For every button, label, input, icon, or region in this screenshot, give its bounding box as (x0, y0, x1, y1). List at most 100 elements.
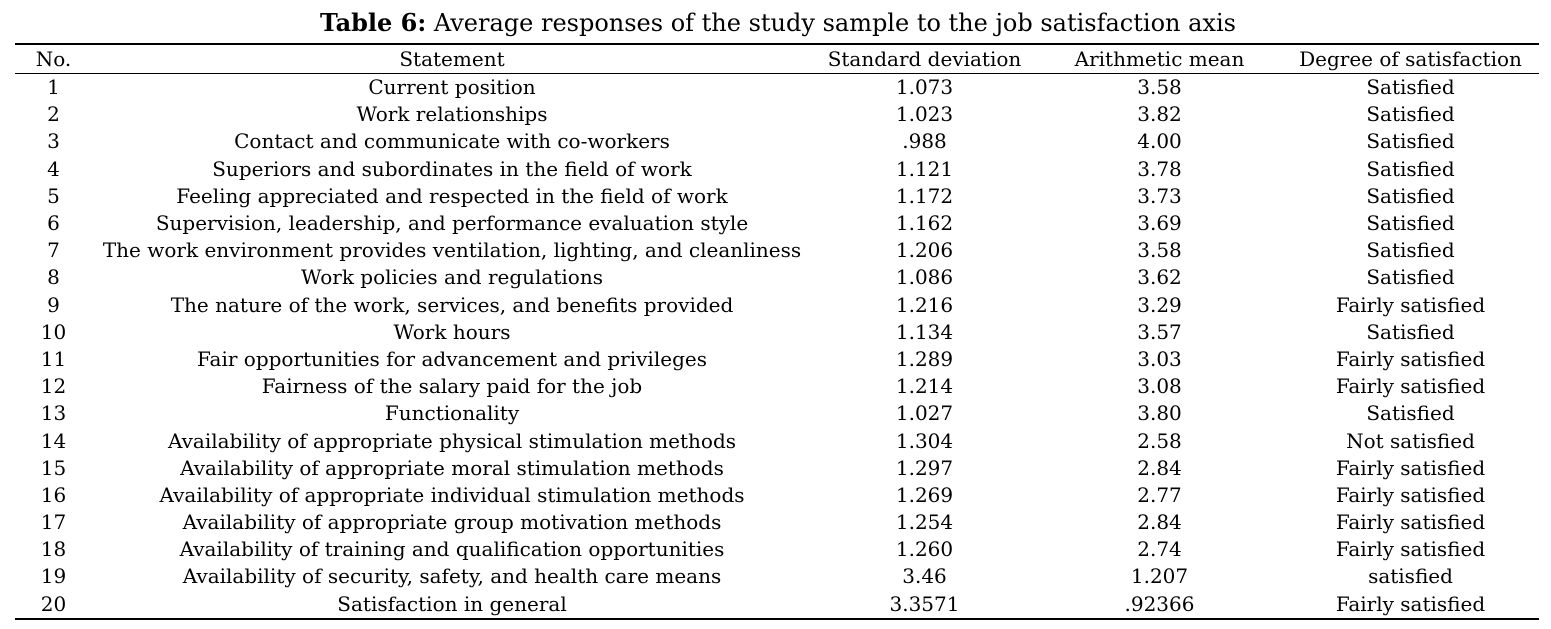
cell-degree-of-satisfaction: Not satisfied (1346, 428, 1475, 453)
cell-arithmetic-mean: 2.74 (1137, 537, 1182, 562)
cell-statement: Availability of appropriate moral stimul… (180, 455, 724, 480)
cell-degree-of-satisfaction: Fairly satisfied (1335, 537, 1486, 562)
cell-standard-deviation: 1.297 (895, 455, 954, 480)
cell-standard-deviation: 1.121 (895, 156, 954, 181)
cell-statement: Feeling appreciated and respected in the… (176, 183, 728, 208)
cell-standard-deviation: 1.216 (895, 292, 954, 317)
table-row: 3 Contact and communicate with co-workers… (15, 128, 1539, 155)
cell-degree-of-satisfaction: Satisfied (1366, 156, 1455, 181)
cell-degree-of-satisfaction: satisfied (1368, 564, 1453, 589)
cell-statement: Superiors and subordinates in the field … (212, 156, 692, 181)
cell-arithmetic-mean: 3.78 (1137, 156, 1182, 181)
cell-standard-deviation: 3.3571 (889, 591, 960, 616)
cell-standard-deviation: 1.086 (895, 265, 954, 290)
column-header-standard-deviation: Standard deviation (827, 46, 1022, 71)
cell-arithmetic-mean: 3.03 (1137, 346, 1182, 371)
cell-arithmetic-mean: 3.73 (1137, 183, 1182, 208)
column-header-degree-of-satisfaction: Degree of satisfaction (1299, 46, 1522, 71)
table-row: 6 Supervision, leadership, and performanc… (15, 210, 1539, 237)
cell-statement: Current position (368, 75, 536, 100)
cell-arithmetic-mean: 3.62 (1137, 265, 1182, 290)
table-caption-text: Average responses of the study sample to… (433, 9, 1236, 37)
cell-standard-deviation: 1.260 (895, 537, 954, 562)
cell-no: 17 (40, 510, 67, 535)
cell-degree-of-satisfaction: Fairly satisfied (1335, 482, 1486, 507)
cell-no: 13 (40, 401, 67, 426)
cell-statement: Fairness of the salary paid for the job (261, 374, 643, 399)
table-row: 1 Current position 1.073 3.58 Satisfied (15, 74, 1539, 102)
column-header-statement: Statement (399, 46, 505, 71)
table-row: 9 The nature of the work, services, and b… (15, 292, 1539, 319)
cell-degree-of-satisfaction: Fairly satisfied (1335, 591, 1486, 616)
table-row: 13 Functionality 1.027 3.80 Satisfied (15, 400, 1539, 427)
cell-degree-of-satisfaction: Satisfied (1366, 401, 1455, 426)
cell-no: 14 (40, 428, 67, 453)
table-row: 7 The work environment provides ventilati… (15, 237, 1539, 264)
cell-arithmetic-mean: 3.58 (1137, 75, 1182, 100)
cell-statement: Work hours (393, 319, 511, 344)
cell-arithmetic-mean: 3.57 (1137, 319, 1182, 344)
cell-standard-deviation: 3.46 (902, 564, 947, 589)
cell-degree-of-satisfaction: Satisfied (1366, 319, 1455, 344)
cell-degree-of-satisfaction: Fairly satisfied (1335, 346, 1486, 371)
cell-standard-deviation: 1.073 (895, 75, 954, 100)
table-row: 17 Availability of appropriate group moti… (15, 509, 1539, 536)
column-header-no: No. (35, 46, 72, 71)
cell-arithmetic-mean: 3.80 (1137, 401, 1182, 426)
cell-standard-deviation: .988 (902, 129, 947, 154)
cell-statement: Fair opportunities for advancement and p… (197, 346, 707, 371)
cell-no: 10 (40, 319, 67, 344)
table-body: 1 Current position 1.073 3.58 Satisfied 2 Work… (15, 74, 1539, 619)
cell-no: 11 (40, 346, 67, 371)
cell-arithmetic-mean: 4.00 (1137, 129, 1182, 154)
cell-no: 1 (47, 75, 60, 100)
cell-degree-of-satisfaction: Fairly satisfied (1335, 292, 1486, 317)
table-header-row: No. Statement Standard deviation Arithme… (15, 44, 1539, 74)
cell-degree-of-satisfaction: Fairly satisfied (1335, 455, 1486, 480)
cell-standard-deviation: 1.214 (895, 374, 954, 399)
cell-degree-of-satisfaction: Fairly satisfied (1335, 510, 1486, 535)
table-row: 20 Satisfaction in general 3.3571 .92366 Fai… (15, 591, 1539, 619)
cell-arithmetic-mean: 2.58 (1137, 428, 1182, 453)
cell-arithmetic-mean: 1.207 (1130, 564, 1189, 589)
cell-no: 5 (47, 183, 60, 208)
cell-arithmetic-mean: .92366 (1124, 591, 1195, 616)
cell-degree-of-satisfaction: Satisfied (1366, 211, 1455, 236)
cell-statement: Availability of appropriate physical sti… (167, 428, 737, 453)
cell-statement: Availability of security, safety, and he… (182, 564, 722, 589)
cell-standard-deviation: 1.134 (895, 319, 954, 344)
cell-standard-deviation: 1.206 (895, 238, 954, 263)
cell-statement: Satisfaction in general (337, 591, 567, 616)
table-row: 16 Availability of appropriate individual… (15, 482, 1539, 509)
cell-statement: Availability of training and qualificati… (179, 537, 725, 562)
cell-no: 3 (47, 129, 60, 154)
cell-no: 16 (40, 482, 67, 507)
cell-degree-of-satisfaction: Satisfied (1366, 129, 1455, 154)
cell-no: 19 (40, 564, 67, 589)
cell-degree-of-satisfaction: Satisfied (1366, 265, 1455, 290)
cell-no: 18 (40, 537, 67, 562)
job-satisfaction-table: No. Statement Standard deviation Arithme… (15, 43, 1539, 620)
cell-statement: The nature of the work, services, and be… (170, 292, 734, 317)
table-row: 11 Fair opportunities for advancement and… (15, 346, 1539, 373)
cell-statement: Availability of appropriate group motiva… (182, 510, 722, 535)
cell-no: 20 (40, 591, 67, 616)
cell-degree-of-satisfaction: Satisfied (1366, 75, 1455, 100)
cell-statement: Work relationships (356, 102, 548, 127)
table-row: 19 Availability of security, safety, and … (15, 563, 1539, 590)
table-row: 18 Availability of training and qualifica… (15, 536, 1539, 563)
cell-no: 2 (47, 102, 60, 127)
cell-statement: Work policies and regulations (301, 265, 603, 290)
cell-no: 9 (47, 292, 60, 317)
cell-arithmetic-mean: 3.82 (1137, 102, 1182, 127)
cell-no: 15 (40, 455, 67, 480)
cell-degree-of-satisfaction: Satisfied (1366, 102, 1455, 127)
cell-degree-of-satisfaction: Satisfied (1366, 183, 1455, 208)
cell-standard-deviation: 1.304 (895, 428, 954, 453)
cell-arithmetic-mean: 3.58 (1137, 238, 1182, 263)
cell-standard-deviation: 1.269 (895, 482, 954, 507)
cell-no: 6 (47, 211, 60, 236)
cell-statement: Functionality (384, 401, 520, 426)
table-row: 14 Availability of appropriate physical s… (15, 427, 1539, 454)
